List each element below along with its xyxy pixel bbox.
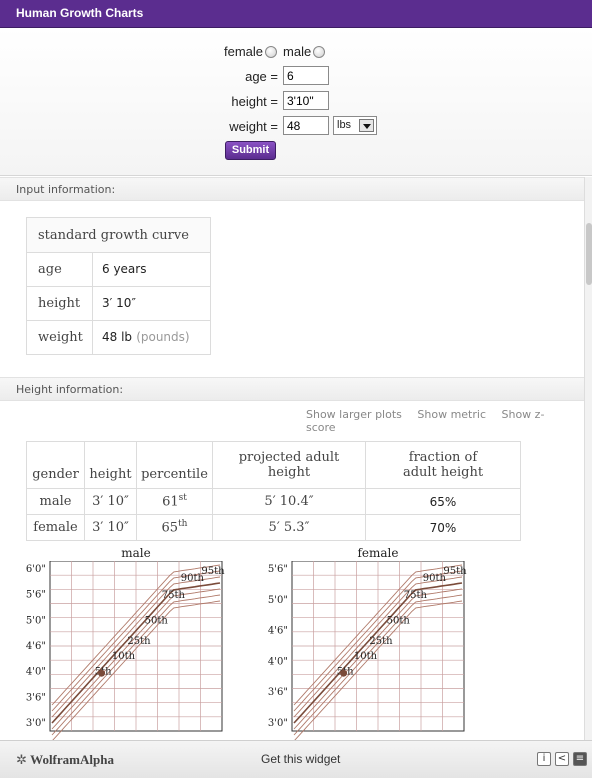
male-label: male: [283, 44, 311, 59]
pct-suffix: st: [179, 493, 187, 503]
cell-projected: 5′ 10.4″: [213, 489, 366, 515]
female-chart-title: female: [292, 546, 464, 560]
header-percentile: percentile: [137, 442, 213, 489]
pct-suffix: th: [178, 519, 187, 529]
y-tick-label: 3'0": [268, 718, 288, 729]
cell-gender: male: [27, 489, 85, 515]
table-heading: standard growth curve: [27, 218, 211, 253]
y-tick-label: 3'6": [268, 687, 288, 698]
cell-fraction: 65%: [366, 489, 521, 515]
title-bar: Human Growth Charts: [0, 0, 592, 28]
male-radio[interactable]: [313, 46, 325, 58]
weight-unit-value: lbs: [337, 119, 351, 131]
cell-projected: 5′ 5.3″: [213, 515, 366, 541]
table-row: female 3′ 10″ 65th 5′ 5.3″ 70%: [27, 515, 521, 541]
percentile-label: 10th: [354, 651, 378, 662]
y-tick-label: 4'6": [26, 641, 46, 652]
cell-percentile: 65th: [137, 515, 213, 541]
menu-icon[interactable]: ≡: [573, 752, 587, 766]
percentile-label: 75th: [404, 590, 428, 601]
header-height: height: [85, 442, 137, 489]
y-tick-label: 5'0": [26, 615, 46, 626]
info-icon[interactable]: i: [537, 752, 551, 766]
show-larger-plots-link[interactable]: Show larger plots: [306, 408, 402, 421]
female-label: female: [224, 44, 263, 59]
percentile-label: 25th: [369, 636, 393, 647]
window-title: Human Growth Charts: [16, 6, 143, 20]
show-metric-link[interactable]: Show metric: [417, 408, 486, 421]
male-chart-title: male: [50, 546, 222, 560]
input-form: female male age = height = weight = lbs …: [0, 28, 592, 176]
height-label: height =: [198, 94, 278, 109]
female-radio[interactable]: [265, 46, 277, 58]
share-icon[interactable]: <: [555, 752, 569, 766]
header-gender: gender: [27, 442, 85, 489]
header-projected: projected adult height: [213, 442, 366, 489]
female-growth-chart: 3'0"3'6"4'0"4'6"5'0"5'6"5th10th25th50th7…: [242, 561, 534, 740]
height-info-header: Height information:: [0, 377, 584, 401]
row-label: age: [27, 253, 93, 287]
y-tick-label: 4'6": [268, 626, 288, 637]
y-tick-label: 5'0": [268, 595, 288, 606]
input-info-title: Input information:: [16, 183, 115, 196]
pod-links: Show larger plots Show metric Show z-sco…: [306, 408, 584, 434]
height-info-title: Height information:: [16, 383, 123, 396]
cell-gender: female: [27, 515, 85, 541]
percentile-label: 95th: [201, 566, 225, 577]
height-input[interactable]: [283, 91, 329, 110]
percentile-label: 75th: [162, 590, 186, 601]
submit-button[interactable]: Submit: [225, 141, 276, 160]
pct-value: 65: [162, 521, 179, 536]
row-label: height: [27, 287, 93, 321]
table-row: age 6 years: [27, 253, 211, 287]
y-tick-label: 6'0": [26, 564, 46, 575]
input-info-table: standard growth curve age 6 years height…: [26, 217, 211, 355]
y-tick-label: 5'6": [26, 590, 46, 601]
table-row: male 3′ 10″ 61st 5′ 10.4″ 65%: [27, 489, 521, 515]
percentile-label: 50th: [145, 615, 169, 626]
cell-height: 3′ 10″: [85, 515, 137, 541]
cell-fraction: 70%: [366, 515, 521, 541]
header-fraction: fraction of adult height: [366, 442, 521, 489]
row-label: weight: [27, 321, 93, 355]
table-row: height 3′ 10″: [27, 287, 211, 321]
percentile-label: 50th: [387, 615, 411, 626]
percentile-label: 95th: [443, 566, 467, 577]
percentile-label: 25th: [127, 636, 151, 647]
wolframalpha-logo[interactable]: ✲ WolframAlpha: [16, 752, 114, 768]
footer-bar: ✲ WolframAlpha Get this widget i < ≡: [0, 740, 592, 778]
weight-input[interactable]: [283, 116, 329, 135]
cell-percentile: 61st: [137, 489, 213, 515]
cell-height: 3′ 10″: [85, 489, 137, 515]
scrollbar-thumb[interactable]: [586, 223, 592, 285]
scrollbar[interactable]: [584, 177, 592, 740]
height-info-table: gender height percentile projected adult…: [26, 441, 521, 541]
current-point-marker: [340, 670, 347, 677]
y-tick-label: 4'0": [268, 656, 288, 667]
current-point-marker: [98, 670, 105, 677]
chevron-down-icon: [359, 119, 374, 132]
weight-unit-select[interactable]: lbs: [333, 116, 377, 135]
y-tick-label: 5'6": [268, 564, 288, 575]
get-widget-link[interactable]: Get this widget: [261, 752, 340, 766]
weight-label: weight =: [198, 119, 278, 134]
input-info-header: Input information:: [0, 177, 584, 201]
gender-selector: female male: [224, 44, 329, 59]
percentile-label: 10th: [112, 651, 136, 662]
y-tick-label: 3'0": [26, 718, 46, 729]
row-value: 3′ 10″: [102, 296, 136, 310]
age-input[interactable]: [283, 66, 329, 85]
table-header-row: gender height percentile projected adult…: [27, 442, 521, 489]
row-value: 6 years: [102, 262, 146, 276]
y-tick-label: 3'6": [26, 692, 46, 703]
table-row: weight 48 lb (pounds): [27, 321, 211, 355]
row-value: 48 lb: [102, 330, 132, 344]
logo-text: WolframAlpha: [30, 752, 114, 767]
results-pane: Input information: standard growth curve…: [0, 177, 584, 740]
age-label: age =: [198, 69, 278, 84]
y-tick-label: 4'0": [26, 667, 46, 678]
row-unit: (pounds): [136, 330, 189, 344]
pct-value: 61: [162, 495, 179, 510]
